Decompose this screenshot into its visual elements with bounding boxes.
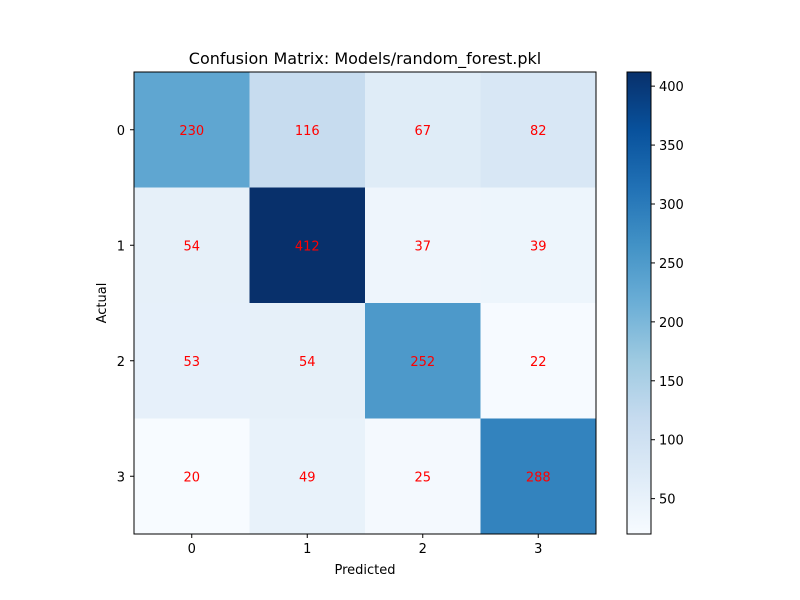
cell-value-r2-c0: 53 [183, 355, 200, 370]
heatmap-cell-r1-c3 [480, 187, 597, 304]
heatmap-cell-r2-c2 [365, 303, 481, 419]
cell-value-r3-c1: 49 [299, 470, 316, 485]
colorbar-ticks: 50 100 150 200 250 300 350 400 [651, 80, 684, 508]
cell-value-r0-c3: 82 [530, 124, 547, 139]
y-tick-label: 1 [117, 239, 125, 254]
colorbar-tick-label: 250 [659, 257, 684, 272]
heatmap-cell-r0-c1 [249, 72, 366, 188]
cell-value-r1-c3: 39 [530, 239, 547, 254]
x-tick-label: 2 [419, 542, 427, 557]
y-axis-label: Actual [95, 283, 110, 324]
cell-value-r1-c0: 54 [183, 239, 200, 254]
x-tick-label: 0 [188, 542, 196, 557]
heatmap-cells [134, 72, 597, 535]
colorbar-tick-label: 300 [659, 198, 684, 213]
x-tick-label: 3 [534, 542, 542, 557]
x-tick-label: 1 [303, 542, 311, 557]
y-axis-ticks: 0 1 2 3 [117, 124, 134, 485]
colorbar: 50 100 150 200 250 300 350 400 [626, 71, 684, 535]
cell-value-r3-c3: 288 [526, 470, 551, 485]
heatmap-cell-r1-c1 [249, 187, 366, 304]
heatmap-cell-r3-c0 [134, 418, 250, 535]
colorbar-tick-label: 200 [659, 316, 684, 331]
x-axis-label: Predicted [334, 563, 395, 578]
cell-value-r0-c1: 116 [295, 124, 320, 139]
heatmap-cell-r1-c2 [365, 187, 481, 304]
heatmap-cell-r1-c0 [134, 187, 250, 304]
cell-value-r1-c1: 412 [295, 239, 320, 254]
colorbar-tick-label: 50 [659, 493, 676, 508]
y-tick-label: 2 [117, 355, 125, 370]
heatmap-cell-r0-c3 [480, 72, 597, 188]
chart-title: Confusion Matrix: Models/random_forest.p… [189, 49, 541, 69]
colorbar-gradient [626, 71, 652, 535]
cell-value-r1-c2: 37 [414, 239, 431, 254]
heatmap-cell-r0-c2 [365, 72, 481, 188]
heatmap-cell-r3-c1 [249, 418, 366, 535]
heatmap-cell-r3-c3 [480, 418, 597, 535]
cell-value-r2-c3: 22 [530, 355, 547, 370]
cell-value-r2-c1: 54 [299, 355, 316, 370]
y-tick-label: 0 [117, 124, 125, 139]
cell-value-r0-c0: 230 [179, 124, 204, 139]
plot-frame [133, 71, 597, 535]
heatmap-cell-r2-c0 [134, 303, 250, 419]
y-tick-label: 3 [117, 470, 125, 485]
heatmap-cell-r3-c2 [365, 418, 481, 535]
colorbar-tick-label: 400 [659, 80, 684, 95]
cell-value-r3-c0: 20 [183, 470, 200, 485]
cell-value-r3-c2: 25 [414, 470, 431, 485]
colorbar-tick-label: 150 [659, 375, 684, 390]
heatmap-cell-r2-c3 [480, 303, 597, 419]
heatmap-cell-r2-c1 [249, 303, 366, 419]
colorbar-tick-label: 100 [659, 434, 684, 449]
heatmap-cell-labels: 230 116 67 82 54 412 37 39 53 54 252 22 20 49 25 288 [179, 124, 550, 486]
cell-value-r2-c2: 252 [410, 355, 435, 370]
x-axis-ticks: 0 1 2 3 [188, 534, 542, 557]
colorbar-tick-label: 350 [659, 139, 684, 154]
heatmap-cell-r0-c0 [134, 72, 250, 188]
cell-value-r0-c2: 67 [414, 124, 431, 139]
